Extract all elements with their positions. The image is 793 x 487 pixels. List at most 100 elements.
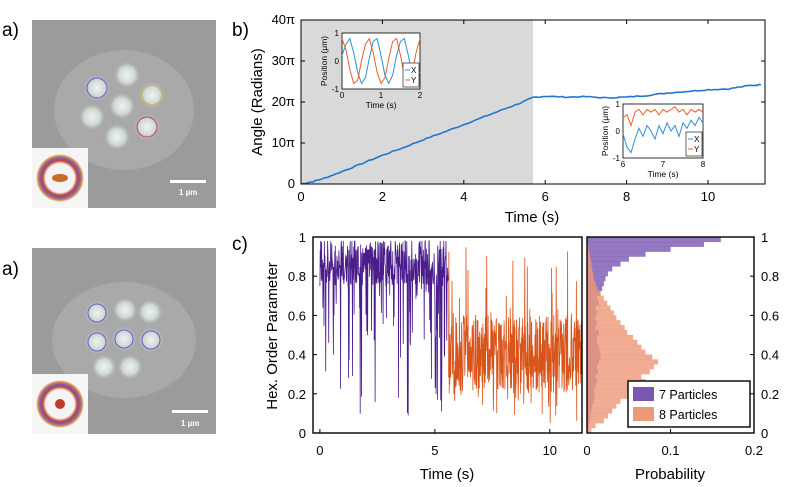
legend: 7 Particles 8 Particles (627, 380, 751, 428)
x-axis-label: Time (s) (505, 209, 559, 226)
hist-bar-8 (587, 398, 621, 404)
inset-x-tick-label: 7 (661, 160, 666, 169)
legend-label-8: 8 Particles (659, 408, 717, 422)
y-tick-label: 30π (272, 53, 295, 68)
hist-bar-8 (587, 325, 625, 331)
hist-bar-8 (587, 315, 617, 321)
y-tick-label: 10π (272, 135, 295, 150)
hist-bar-7 (587, 261, 621, 267)
x-axis-label: Probability (635, 466, 706, 483)
scale-bar-label: 1 µm (181, 419, 199, 428)
hex-order-histogram: 0 0.1 0.2 0 0.2 0.4 0.6 0.8 1 Probability 7 Part… (583, 230, 779, 483)
x-tick-label: 0 (583, 443, 590, 458)
legend-swatch-7 (633, 387, 654, 401)
hist-bar-8 (587, 374, 642, 380)
x-tick-label: 0.2 (745, 443, 763, 458)
legend-label-7: 7 Particles (659, 388, 717, 402)
x-tick-label: 0 (297, 189, 304, 204)
y-tick-label: 0.8 (761, 269, 779, 284)
x-tick-label: 10 (701, 189, 715, 204)
panel-label-a: a) (2, 20, 19, 41)
micrograph-8-particles: 1 µm (32, 248, 216, 434)
inset-y-tick-label: 0 (335, 57, 340, 66)
y-tick-label: 0 (761, 426, 768, 441)
inset-x-tick-label: 1 (379, 91, 384, 100)
inset-x-tick-label: 2 (418, 91, 423, 100)
inset-y-tick-label: 1 (616, 100, 621, 109)
hist-bar-8 (587, 266, 593, 272)
hist-bar-7 (587, 241, 705, 247)
inset-x-tick-label: 8 (701, 160, 706, 169)
hist-bar-8 (587, 280, 596, 287)
inset-y-axis-label: Position (μm) (600, 106, 610, 156)
hist-bar-8 (587, 388, 634, 394)
hist-bar-8 (587, 310, 614, 316)
hist-bar-8 (587, 369, 650, 375)
hist-bar-8 (587, 339, 638, 345)
inset-y-tick-label: 0 (616, 127, 621, 136)
hex-order-time-chart: 0 5 10 0 0.2 0.4 0.6 0.8 1 Time (s) Hex. Order P… (264, 230, 583, 483)
hist-bar-8 (587, 393, 629, 399)
inset-x-tick-label: 0 (340, 91, 345, 100)
hist-bar-8 (587, 349, 646, 355)
hist-bar-8 (587, 344, 642, 350)
inset-series-x (341, 37, 421, 85)
hist-bar-8 (587, 408, 613, 414)
legend-swatch-8 (633, 407, 654, 421)
series-7-particles (319, 240, 449, 416)
y-axis-label: Angle (Radians) (249, 48, 266, 156)
hist-bar-8 (587, 295, 604, 301)
y-tick-label: 0.6 (761, 308, 779, 323)
hist-bar-8 (587, 334, 634, 341)
y-tick-label: 0 (288, 176, 295, 191)
micrograph-7-particles: 1 µm (32, 20, 216, 208)
angle-line (301, 83, 762, 184)
x-tick-label: 10 (543, 443, 557, 458)
y-tick-label: 0.6 (288, 308, 306, 323)
inset-series-y (622, 106, 704, 128)
x-tick-label: 0 (316, 443, 323, 458)
y-tick-label: 20π (272, 94, 295, 109)
inset-legend (402, 62, 420, 88)
inset-legend-label: Y (694, 145, 700, 154)
hist-bar-8 (587, 276, 594, 282)
y-tick-label: 0.4 (761, 348, 779, 363)
inset-legend-label: Y (411, 76, 417, 85)
hist-bar-8 (587, 403, 617, 409)
y-tick-label: 40π (272, 12, 295, 27)
hist-bar-8 (587, 354, 653, 360)
inset-y-tick-label: -1 (613, 154, 621, 163)
series-8-particles (448, 247, 582, 423)
hist-bar-8 (587, 418, 604, 424)
x-tick-label: 0.1 (661, 443, 679, 458)
y-tick-label: 1 (761, 230, 768, 245)
scale-bar (170, 180, 206, 183)
x-tick-label: 8 (623, 189, 630, 204)
inset-x-axis-label: Time (s) (648, 169, 679, 179)
hist-bar-7 (587, 251, 646, 257)
hist-bar-8 (587, 285, 598, 292)
inset-legend-label: X (694, 135, 700, 144)
inset-legend-label: X (411, 66, 417, 75)
inset-y-axis-label: Position (μm) (319, 36, 329, 86)
y-tick-label: 0.2 (288, 387, 306, 402)
y-tick-label: 0.4 (288, 348, 306, 363)
x-tick-label: 4 (460, 189, 467, 204)
y-tick-label: 0.8 (288, 269, 306, 284)
scale-bar (172, 410, 208, 413)
hist-bar-8 (587, 364, 655, 370)
panel-label-b: b) (232, 20, 249, 41)
inset-8-particles: 6 7 8 -1 0 1 Time (s) Position (μm) XY (600, 100, 706, 179)
x-tick-label: 6 (542, 189, 549, 204)
hist-bar-8 (587, 320, 621, 326)
inset-x-axis-label: Time (s) (366, 100, 397, 110)
x-axis-label: Time (s) (420, 466, 474, 483)
hist-bar-8 (587, 300, 608, 306)
hist-bar-8 (587, 305, 611, 311)
inset-y-tick-label: -1 (332, 85, 340, 94)
panel-label-a-lower: a) (2, 259, 19, 280)
inset-legend (685, 131, 703, 157)
